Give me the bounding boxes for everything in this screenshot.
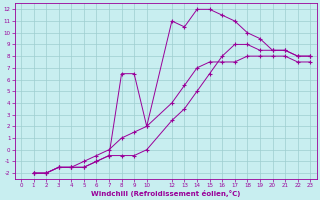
- X-axis label: Windchill (Refroidissement éolien,°C): Windchill (Refroidissement éolien,°C): [91, 190, 240, 197]
